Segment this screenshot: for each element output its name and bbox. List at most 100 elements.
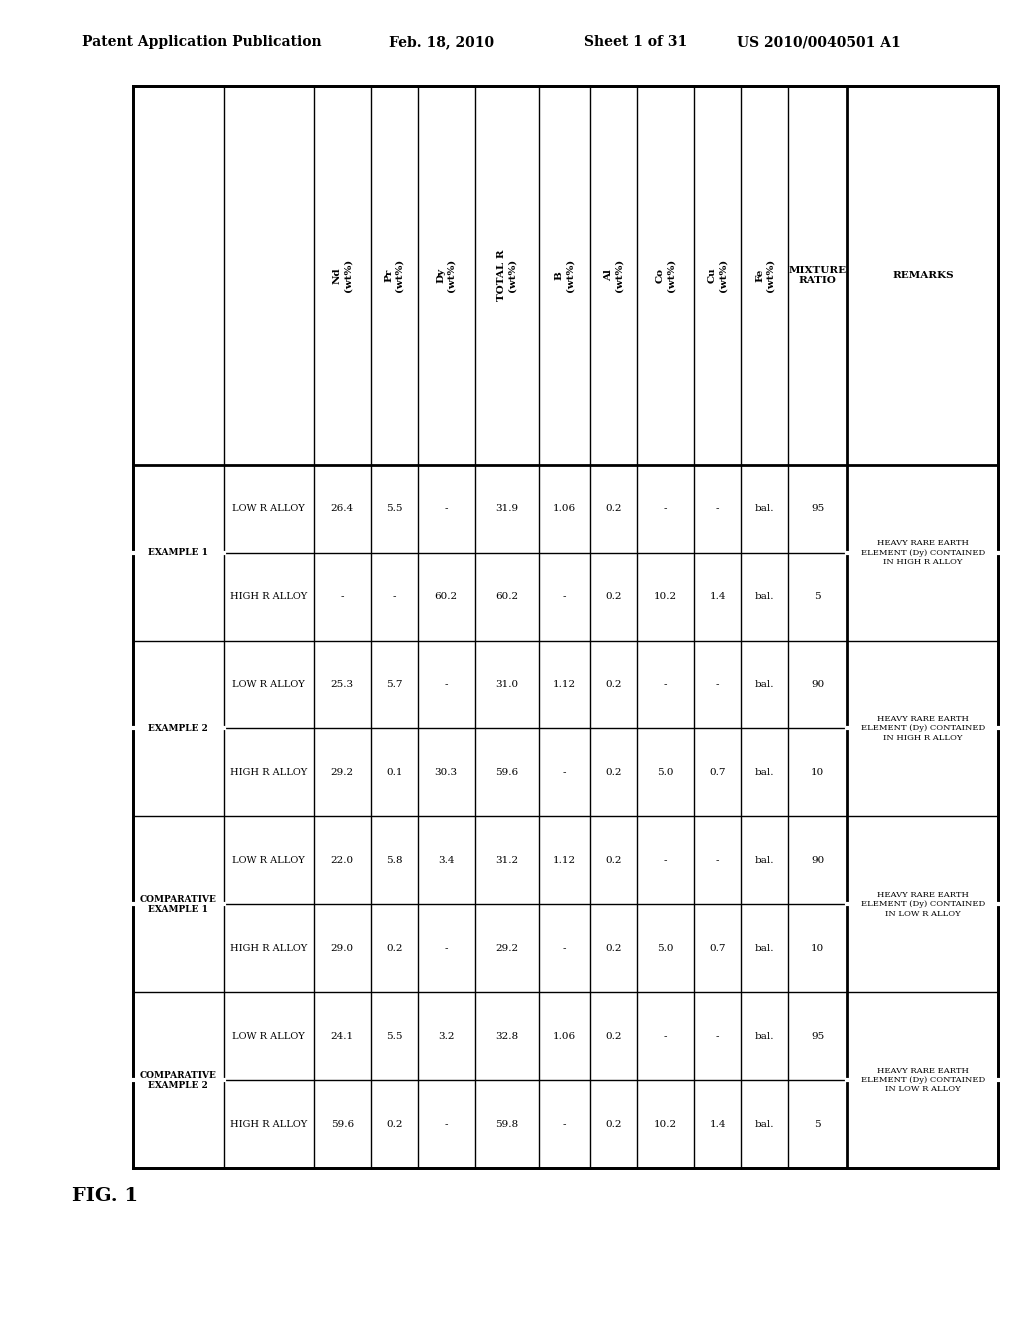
Text: HEAVY RARE EARTH
ELEMENT (Dy) CONTAINED
IN LOW R ALLOY: HEAVY RARE EARTH ELEMENT (Dy) CONTAINED … xyxy=(861,891,985,917)
Text: 5: 5 xyxy=(814,593,821,601)
Text: 24.1: 24.1 xyxy=(331,1032,354,1040)
Text: 59.8: 59.8 xyxy=(496,1119,518,1129)
Text: 5: 5 xyxy=(814,1119,821,1129)
Text: HIGH R ALLOY: HIGH R ALLOY xyxy=(230,1119,307,1129)
Text: 29.2: 29.2 xyxy=(331,768,354,777)
Text: HIGH R ALLOY: HIGH R ALLOY xyxy=(230,944,307,953)
Text: Patent Application Publication: Patent Application Publication xyxy=(82,36,322,49)
Text: HEAVY RARE EARTH
ELEMENT (Dy) CONTAINED
IN HIGH R ALLOY: HEAVY RARE EARTH ELEMENT (Dy) CONTAINED … xyxy=(861,540,985,566)
Text: bal.: bal. xyxy=(755,593,774,601)
Text: FIG. 1: FIG. 1 xyxy=(72,1187,138,1205)
Text: bal.: bal. xyxy=(755,855,774,865)
Text: 90: 90 xyxy=(811,855,824,865)
Text: 5.0: 5.0 xyxy=(657,944,674,953)
Text: -: - xyxy=(664,680,668,689)
Text: 29.0: 29.0 xyxy=(331,944,354,953)
Text: Co
(wt%): Co (wt%) xyxy=(656,259,676,292)
Text: 0.7: 0.7 xyxy=(710,768,726,777)
Text: -: - xyxy=(444,504,447,513)
Text: -: - xyxy=(664,1032,668,1040)
Text: 1.06: 1.06 xyxy=(553,1032,577,1040)
Text: 5.8: 5.8 xyxy=(386,855,402,865)
Text: 10: 10 xyxy=(811,768,824,777)
Text: -: - xyxy=(444,680,447,689)
Text: 5.7: 5.7 xyxy=(386,680,402,689)
Text: B
(wt%): B (wt%) xyxy=(555,259,574,292)
Text: HEAVY RARE EARTH
ELEMENT (Dy) CONTAINED
IN HIGH R ALLOY: HEAVY RARE EARTH ELEMENT (Dy) CONTAINED … xyxy=(861,715,985,742)
Text: 1.06: 1.06 xyxy=(553,504,577,513)
Text: 1.12: 1.12 xyxy=(553,855,577,865)
Text: Nd
(wt%): Nd (wt%) xyxy=(333,259,352,292)
Text: bal.: bal. xyxy=(755,944,774,953)
Text: -: - xyxy=(716,504,719,513)
Text: 32.8: 32.8 xyxy=(496,1032,518,1040)
Text: 60.2: 60.2 xyxy=(496,593,518,601)
Text: HIGH R ALLOY: HIGH R ALLOY xyxy=(230,593,307,601)
Text: -: - xyxy=(716,680,719,689)
Text: bal.: bal. xyxy=(755,680,774,689)
Text: 5.5: 5.5 xyxy=(386,1032,402,1040)
Text: 25.3: 25.3 xyxy=(331,680,354,689)
Text: 29.2: 29.2 xyxy=(496,944,518,953)
Text: -: - xyxy=(716,1032,719,1040)
Text: 3.4: 3.4 xyxy=(438,855,455,865)
Text: HEAVY RARE EARTH
ELEMENT (Dy) CONTAINED
IN LOW R ALLOY: HEAVY RARE EARTH ELEMENT (Dy) CONTAINED … xyxy=(861,1067,985,1093)
Text: 59.6: 59.6 xyxy=(331,1119,354,1129)
Text: -: - xyxy=(392,593,396,601)
Text: 0.2: 0.2 xyxy=(605,504,622,513)
Text: -: - xyxy=(563,593,566,601)
Text: -: - xyxy=(664,504,668,513)
Text: 1.4: 1.4 xyxy=(710,1119,726,1129)
Text: COMPARATIVE
EXAMPLE 1: COMPARATIVE EXAMPLE 1 xyxy=(140,895,217,913)
Text: TOTAL R
(wt%): TOTAL R (wt%) xyxy=(497,249,516,301)
Text: 3.2: 3.2 xyxy=(438,1032,455,1040)
Text: COMPARATIVE
EXAMPLE 2: COMPARATIVE EXAMPLE 2 xyxy=(140,1071,217,1090)
Text: Dy
(wt%): Dy (wt%) xyxy=(436,259,456,292)
Text: 10: 10 xyxy=(811,944,824,953)
Text: US 2010/0040501 A1: US 2010/0040501 A1 xyxy=(737,36,901,49)
Text: Al
(wt%): Al (wt%) xyxy=(604,259,624,292)
Text: -: - xyxy=(563,944,566,953)
Text: 31.0: 31.0 xyxy=(496,680,518,689)
Text: 1.4: 1.4 xyxy=(710,593,726,601)
Text: 1.12: 1.12 xyxy=(553,680,577,689)
Text: 31.9: 31.9 xyxy=(496,504,518,513)
Text: bal.: bal. xyxy=(755,1119,774,1129)
Text: 0.2: 0.2 xyxy=(605,944,622,953)
Text: bal.: bal. xyxy=(755,1032,774,1040)
Text: Pr
(wt%): Pr (wt%) xyxy=(385,259,404,292)
Text: 60.2: 60.2 xyxy=(434,593,458,601)
Text: 0.2: 0.2 xyxy=(605,855,622,865)
Text: 0.2: 0.2 xyxy=(605,1032,622,1040)
Text: -: - xyxy=(341,593,344,601)
Text: 5.5: 5.5 xyxy=(386,504,402,513)
Text: LOW R ALLOY: LOW R ALLOY xyxy=(232,855,305,865)
Text: -: - xyxy=(716,855,719,865)
Text: 31.2: 31.2 xyxy=(496,855,518,865)
Text: 10.2: 10.2 xyxy=(654,1119,677,1129)
Text: MIXTURE
RATIO: MIXTURE RATIO xyxy=(788,265,847,285)
Text: EXAMPLE 1: EXAMPLE 1 xyxy=(148,548,208,557)
Text: 95: 95 xyxy=(811,504,824,513)
Text: 0.2: 0.2 xyxy=(605,768,622,777)
Text: 0.2: 0.2 xyxy=(605,593,622,601)
Text: 59.6: 59.6 xyxy=(496,768,518,777)
Text: LOW R ALLOY: LOW R ALLOY xyxy=(232,504,305,513)
Text: 0.2: 0.2 xyxy=(386,1119,402,1129)
Text: REMARKS: REMARKS xyxy=(892,271,953,280)
Text: -: - xyxy=(444,1119,447,1129)
Text: -: - xyxy=(563,1119,566,1129)
Text: -: - xyxy=(664,855,668,865)
Text: 95: 95 xyxy=(811,1032,824,1040)
Text: 0.1: 0.1 xyxy=(386,768,402,777)
Text: LOW R ALLOY: LOW R ALLOY xyxy=(232,1032,305,1040)
Text: 30.3: 30.3 xyxy=(434,768,458,777)
Text: 10.2: 10.2 xyxy=(654,593,677,601)
Text: 0.2: 0.2 xyxy=(605,680,622,689)
Text: 0.7: 0.7 xyxy=(710,944,726,953)
Text: LOW R ALLOY: LOW R ALLOY xyxy=(232,680,305,689)
Text: EXAMPLE 2: EXAMPLE 2 xyxy=(148,723,208,733)
Text: Feb. 18, 2010: Feb. 18, 2010 xyxy=(389,36,495,49)
Text: Fe
(wt%): Fe (wt%) xyxy=(755,259,774,292)
Text: Cu
(wt%): Cu (wt%) xyxy=(708,259,727,292)
